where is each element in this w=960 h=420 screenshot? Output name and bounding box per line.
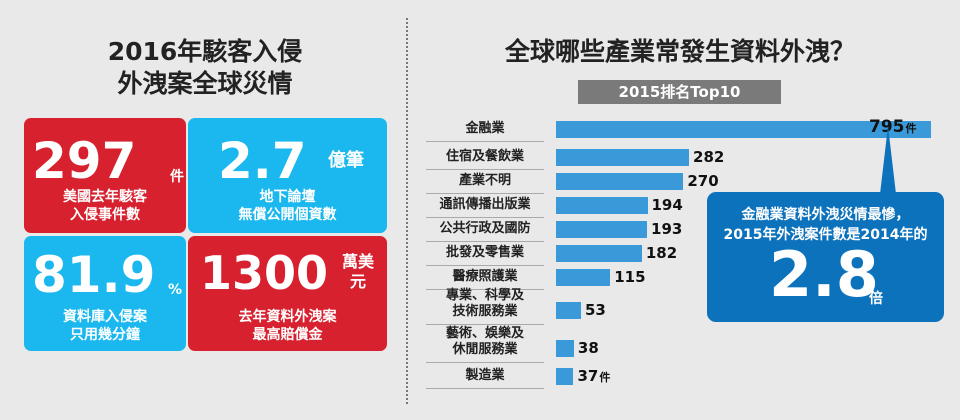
data-label: 270 xyxy=(687,172,719,190)
stat-caption-line2: 無償公開個資數 xyxy=(238,207,337,223)
category-label: 藝術、娛樂及 休閒服務業 xyxy=(445,326,524,357)
stat-caption: 資料庫入侵案 只用幾分鐘 xyxy=(24,308,186,344)
bar xyxy=(556,368,574,385)
stat-caption-line1: 資料庫入侵案 xyxy=(63,309,147,325)
data-label: 182 xyxy=(645,244,678,262)
category-label: 公共行政及國防 xyxy=(439,221,531,236)
bar xyxy=(556,302,581,319)
category-separator xyxy=(426,289,544,290)
callout-line2: 2015年外洩案件數是2014年的 xyxy=(723,227,928,243)
stat-unit: 件 xyxy=(170,169,184,185)
category-separator xyxy=(426,141,544,142)
stat-caption-line2: 入侵事件數 xyxy=(70,207,140,223)
stat-number: 1300 xyxy=(200,246,329,300)
data-label: 115 xyxy=(614,268,646,286)
stat-unit: 億筆 xyxy=(328,150,364,171)
stat-caption: 去年資料外洩案 最高賠償金 xyxy=(188,308,387,344)
data-label: 194 xyxy=(651,196,683,214)
bar xyxy=(556,173,684,190)
category-separator xyxy=(426,241,544,242)
category-label: 金融業 xyxy=(465,121,505,136)
bar xyxy=(556,340,574,357)
category-separator xyxy=(426,324,544,325)
bar xyxy=(556,245,642,262)
data-label: 38 xyxy=(577,339,599,357)
category-label: 通訊傳播出版業 xyxy=(439,197,531,212)
bar xyxy=(556,149,690,166)
left-title: 2016年駭客入侵 外洩案全球災情 xyxy=(60,36,350,100)
stat-caption-line1: 去年資料外洩案 xyxy=(238,309,337,325)
category-separator xyxy=(426,265,544,266)
callout-unit: 倍 xyxy=(869,291,883,307)
stat-caption-line1: 美國去年駭客 xyxy=(63,189,147,205)
stat-tile-db-intrusion: 81.9 % 資料庫入侵案 只用幾分鐘 xyxy=(24,236,186,351)
stat-caption-line1: 地下論壇 xyxy=(259,189,316,205)
stat-number: 297 xyxy=(32,132,137,190)
stat-caption-line2: 最高賠償金 xyxy=(252,327,323,343)
data-label: 53 xyxy=(585,301,606,319)
chart-title: 全球哪些產業常發生資料外洩？ xyxy=(504,37,855,66)
stat-caption: 美國去年駭客 入侵事件數 xyxy=(24,188,186,224)
data-label: 282 xyxy=(693,148,725,166)
category-separator xyxy=(426,388,544,389)
category-label: 批發及零售業 xyxy=(445,245,524,260)
category-separator xyxy=(426,217,544,218)
stat-tile-leaked-records: 2.7 億筆 地下論壇 無償公開個資數 xyxy=(188,118,387,233)
stat-tile-hacks: 297 件 美國去年駭客 入侵事件數 xyxy=(24,118,186,233)
data-label: 193 xyxy=(651,220,683,238)
bar xyxy=(556,197,648,214)
left-title-line1: 2016年駭客入侵 xyxy=(107,37,303,66)
stat-caption: 地下論壇 無償公開個資數 xyxy=(188,188,387,224)
stat-number: 2.7 xyxy=(218,132,307,190)
stat-unit: 萬美 元 xyxy=(338,252,378,292)
left-title-line2: 外洩案全球災情 xyxy=(117,69,293,98)
category-label: 產業不明 xyxy=(458,173,511,188)
bar xyxy=(556,269,611,286)
stat-tile-max-compensation: 1300 萬美 元 去年資料外洩案 最高賠償金 xyxy=(188,236,387,351)
dotted-divider xyxy=(406,18,408,404)
category-label: 醫療照護業 xyxy=(452,269,518,284)
category-separator xyxy=(426,362,544,363)
stat-unit-line1: 萬美 xyxy=(341,252,374,271)
bar xyxy=(556,121,931,138)
data-label: 37件 xyxy=(577,367,611,385)
category-label: 專業、科學及 技術服務業 xyxy=(445,288,524,319)
stat-unit: % xyxy=(168,282,183,298)
stat-caption-line2: 只用幾分鐘 xyxy=(70,327,140,343)
callout-line1: 金融業資料外洩災情最慘， xyxy=(741,207,910,223)
stat-unit-line2: 元 xyxy=(349,272,366,291)
callout-pointer xyxy=(880,126,896,194)
callout-box: 金融業資料外洩災情最慘， 2015年外洩案件數是2014年的 2.8 倍 xyxy=(707,192,944,322)
category-separator xyxy=(426,169,544,170)
category-label: 住宿及餐飲業 xyxy=(445,149,524,164)
stat-number: 81.9 xyxy=(32,246,156,304)
callout-value: 2.8 xyxy=(769,238,879,311)
category-separator xyxy=(426,193,544,194)
category-label: 製造業 xyxy=(465,368,505,383)
chart-subtitle: 2015排名Top10 xyxy=(578,80,781,104)
bar xyxy=(556,221,648,238)
